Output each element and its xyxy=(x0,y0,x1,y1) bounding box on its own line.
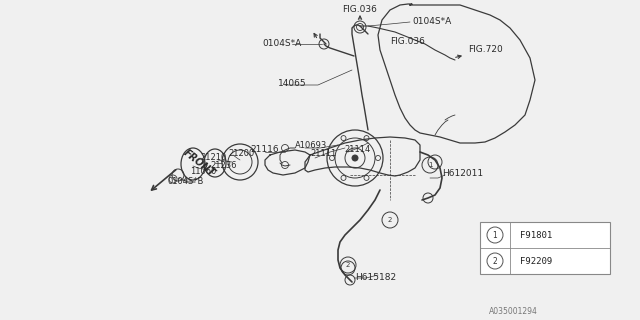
Text: H612011: H612011 xyxy=(442,169,483,178)
Text: 21114: 21114 xyxy=(344,146,371,155)
Text: 21200: 21200 xyxy=(228,148,254,157)
Circle shape xyxy=(352,155,358,161)
Text: FIG.720: FIG.720 xyxy=(468,45,503,54)
Text: 21111: 21111 xyxy=(310,148,336,157)
Text: 21236: 21236 xyxy=(210,161,237,170)
Text: 2: 2 xyxy=(493,257,497,266)
Text: 21210: 21210 xyxy=(200,154,227,163)
Text: 0104S*B: 0104S*B xyxy=(168,177,204,186)
FancyBboxPatch shape xyxy=(480,222,610,274)
Text: 1: 1 xyxy=(493,230,497,239)
Text: 1: 1 xyxy=(428,162,432,168)
Text: 2: 2 xyxy=(388,217,392,223)
Text: F92209: F92209 xyxy=(520,257,552,266)
Text: 0104S*A: 0104S*A xyxy=(262,39,301,49)
Text: FIG.036: FIG.036 xyxy=(342,5,377,14)
Text: FRONT: FRONT xyxy=(182,148,218,178)
Text: 14065: 14065 xyxy=(278,78,307,87)
Text: F91801: F91801 xyxy=(520,230,552,239)
Text: A10693: A10693 xyxy=(295,140,327,149)
Text: FIG.036: FIG.036 xyxy=(390,37,425,46)
Text: 21116: 21116 xyxy=(250,146,278,155)
Text: H615182: H615182 xyxy=(355,274,396,283)
Text: 11060: 11060 xyxy=(190,167,216,177)
Text: 0104S*A: 0104S*A xyxy=(412,18,451,27)
Text: 2: 2 xyxy=(346,262,350,268)
Text: A035001294: A035001294 xyxy=(489,308,538,316)
